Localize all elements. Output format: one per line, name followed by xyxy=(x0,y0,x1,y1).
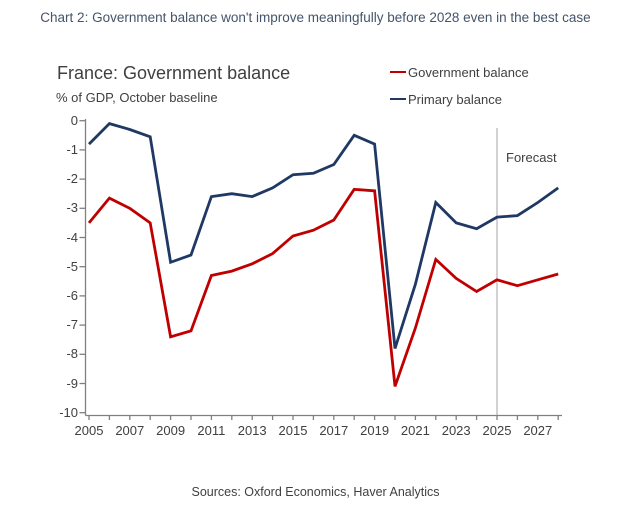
legend-label: Primary balance xyxy=(408,91,502,107)
legend-item-government-balance: Government balance xyxy=(390,62,529,82)
y-tick-label: -9 xyxy=(66,375,78,391)
y-tick-label: 0 xyxy=(70,112,78,128)
chart-title: France: Government balance xyxy=(57,63,291,83)
legend-label: Government balance xyxy=(408,64,529,80)
y-tick-label: -6 xyxy=(66,287,78,303)
x-tick-label: 2011 xyxy=(197,423,226,438)
forecast-label: Forecast xyxy=(506,150,557,165)
sources-note: Sources: Oxford Economics, Haver Analyti… xyxy=(191,485,440,499)
x-tick-label: 2027 xyxy=(523,423,553,438)
x-tick-label: 2005 xyxy=(74,423,104,438)
y-tick-label: -7 xyxy=(66,317,78,333)
y-tick-label: -4 xyxy=(66,229,78,245)
x-tick-label: 2015 xyxy=(278,423,308,438)
legend-item-primary-balance: Primary balance xyxy=(390,89,529,109)
page-title: Chart 2: Government balance won't improv… xyxy=(40,10,591,25)
x-tick-label: 2021 xyxy=(400,423,430,438)
x-tick-label: 2023 xyxy=(441,423,471,438)
chart-subtitle: % of GDP, October baseline xyxy=(56,90,218,105)
x-tick-label: 2009 xyxy=(156,423,186,438)
government-balance-line-swatch xyxy=(390,70,406,74)
y-tick-label: -2 xyxy=(66,171,78,187)
y-tick-label: -8 xyxy=(66,346,78,362)
x-tick-label: 2025 xyxy=(482,423,512,438)
y-tick-label: -3 xyxy=(66,200,78,216)
y-tick-label: -1 xyxy=(66,141,78,157)
primary-balance-line xyxy=(88,122,560,349)
primary-balance-line-swatch xyxy=(390,97,406,101)
y-tick-label: -5 xyxy=(66,258,78,274)
x-tick-label: 2019 xyxy=(360,423,390,438)
y-tick-label: -10 xyxy=(59,404,78,420)
legend: Government balance Primary balance xyxy=(390,62,529,116)
x-tick-label: 2017 xyxy=(319,423,349,438)
x-tick-label: 2007 xyxy=(115,423,145,438)
x-tick-label: 2013 xyxy=(237,423,267,438)
government-balance-line xyxy=(87,187,559,387)
